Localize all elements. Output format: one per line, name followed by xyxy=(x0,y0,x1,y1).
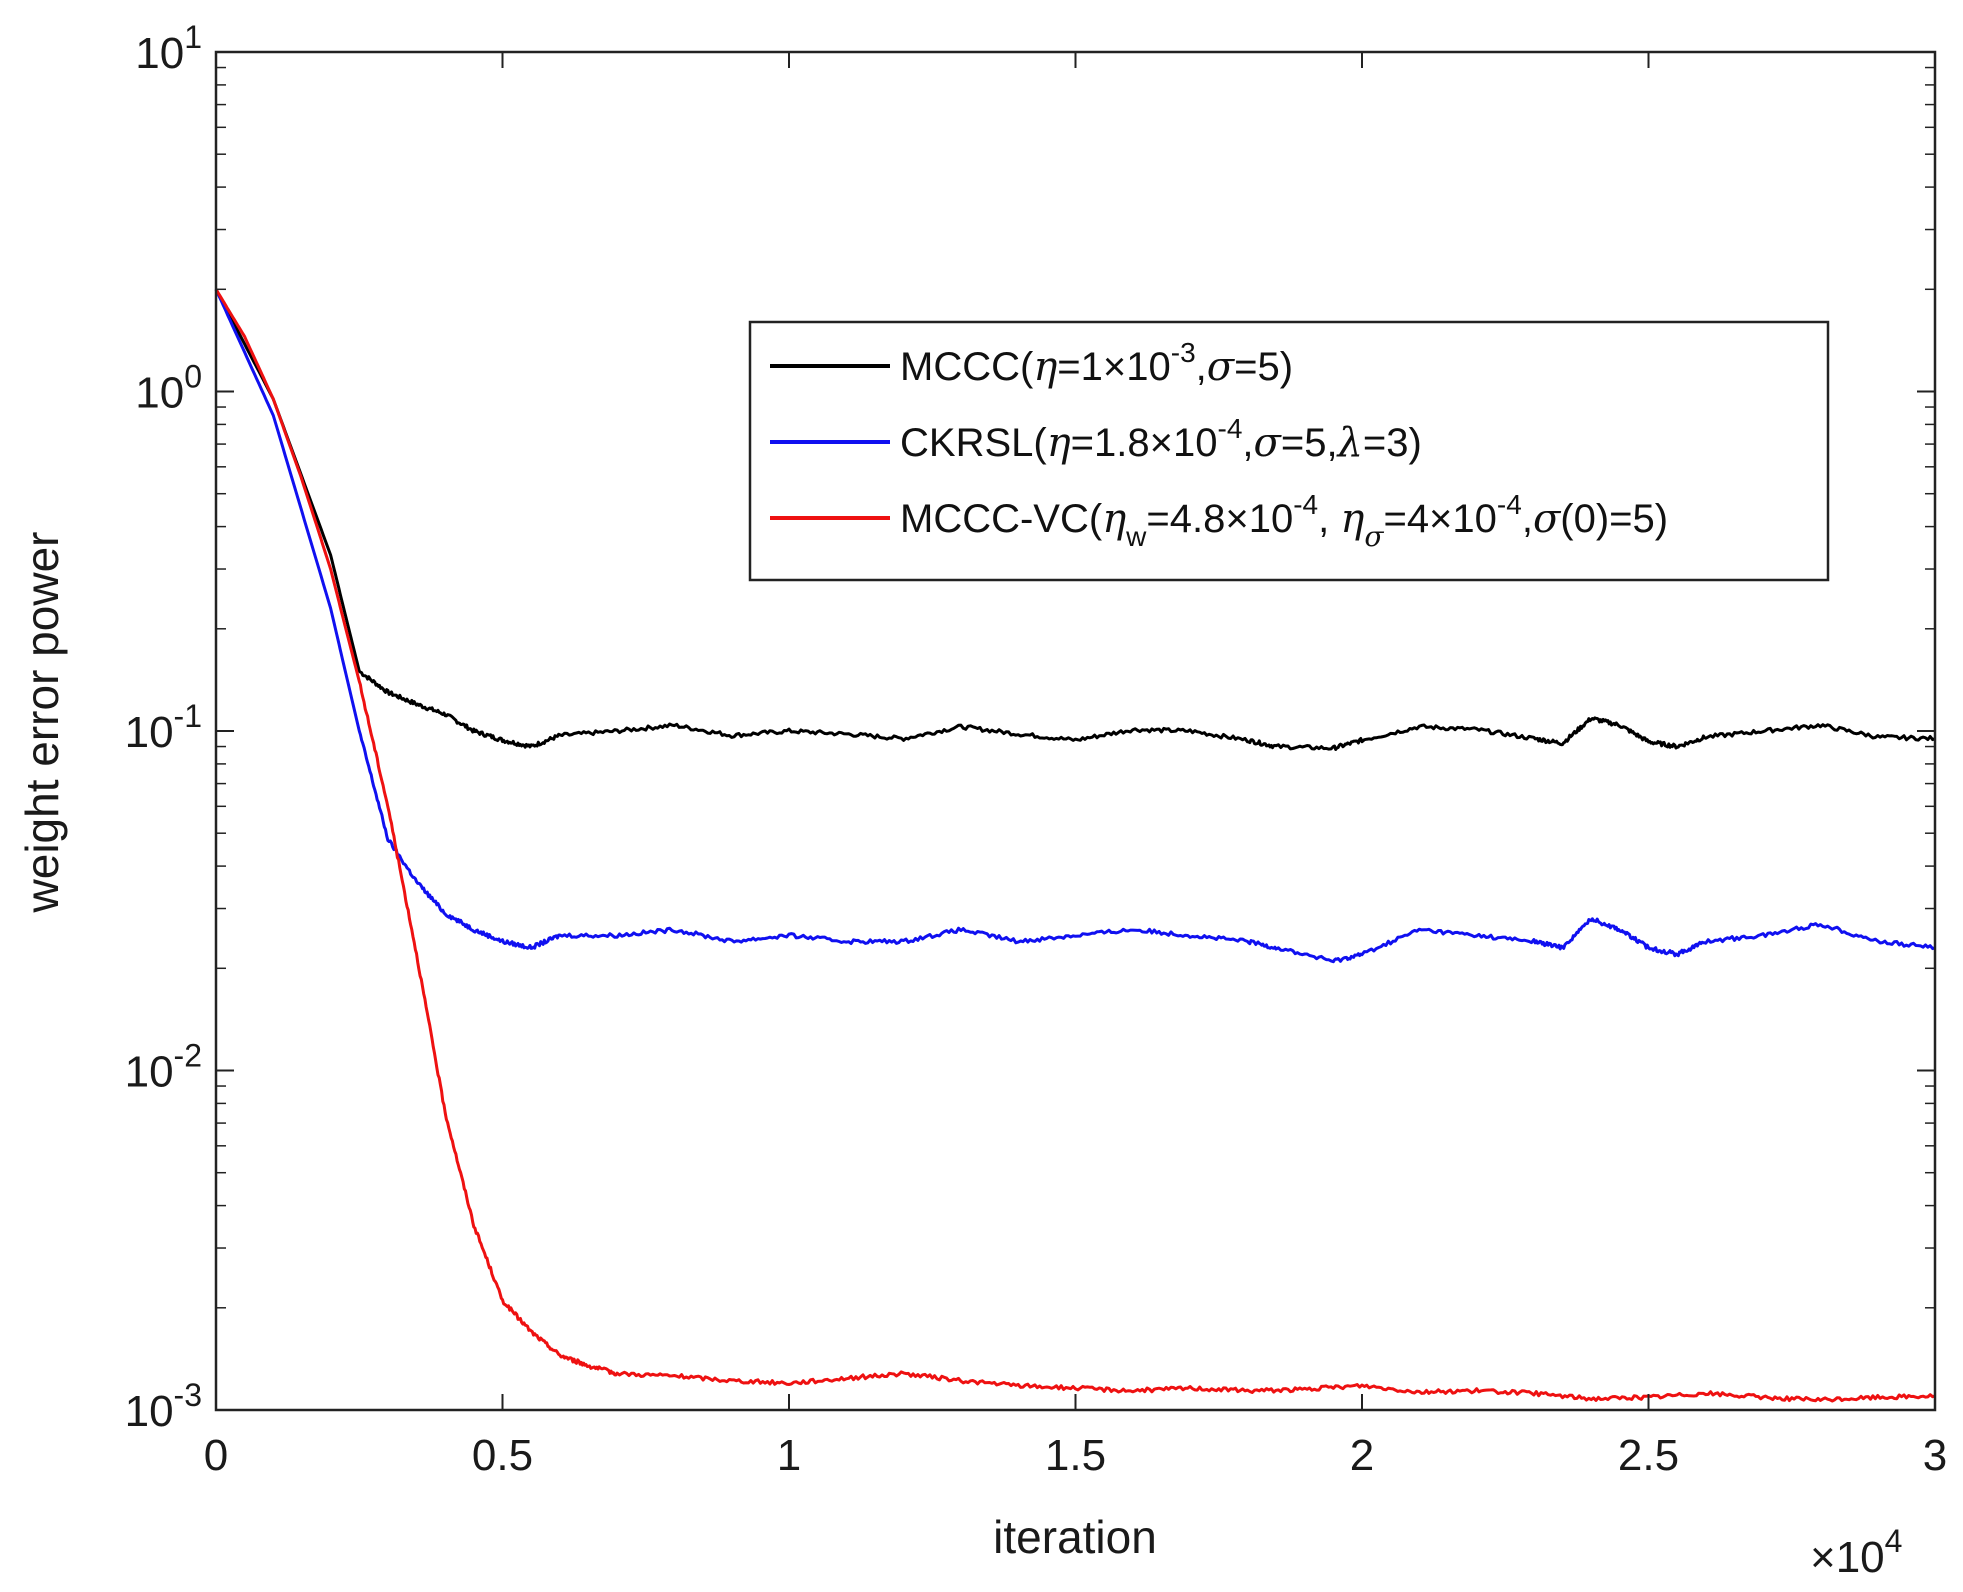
series-layer xyxy=(214,288,1936,1403)
legend-label-part: η xyxy=(1340,496,1364,542)
y-axis-title: weight error power xyxy=(16,532,68,914)
series-line-3 xyxy=(214,288,1936,1403)
x-axis-title: iteration xyxy=(993,1511,1157,1563)
x-axis-multiplier-exponent: 4 xyxy=(1885,1523,1903,1559)
y-tick-label: 100 xyxy=(135,359,202,418)
legend-label-part: CKRSL( xyxy=(900,421,1047,465)
x-tick-label: 2.5 xyxy=(1618,1431,1679,1480)
y-tick-label: 10-1 xyxy=(125,698,202,757)
y-tick-label-base: 10 xyxy=(125,708,174,757)
legend-label-part: σ xyxy=(1207,344,1236,390)
series-line-2 xyxy=(214,288,1936,964)
legend-label-part: =4×10 xyxy=(1383,497,1496,541)
y-tick-label-exponent: -1 xyxy=(174,698,202,734)
y-tick-label-base: 10 xyxy=(125,1387,174,1436)
y-tick-label-exponent: -2 xyxy=(174,1038,202,1074)
legend-label-3: MCCC-VC(ηw​=4.8×10-4​, ησ​=4×10-4​,σ(0)=… xyxy=(900,489,1668,553)
y-tick-label-exponent: -3 xyxy=(174,1377,202,1413)
legend-label-part: MCCC-VC( xyxy=(900,497,1103,541)
x-tick-label: 0 xyxy=(204,1431,228,1480)
legend-label-part: η xyxy=(1047,420,1071,466)
x-tick-label: 1.5 xyxy=(1045,1431,1106,1480)
legend-label-part: σ xyxy=(1254,420,1283,466)
legend-label-part: , xyxy=(1318,497,1340,541)
legend-label-part: =4.8×10 xyxy=(1146,497,1293,541)
x-axis-multiplier-base: ×10 xyxy=(1810,1533,1885,1582)
y-tick-label: 101 xyxy=(135,19,202,78)
y-tick-label-exponent: 1 xyxy=(184,19,202,55)
legend-label-part: =1.8×10 xyxy=(1071,421,1218,465)
x-tick-label: 3 xyxy=(1923,1431,1947,1480)
legend-label-part: , xyxy=(1196,345,1207,389)
x-tick-label: 0.5 xyxy=(472,1431,533,1480)
legend-label-part: w xyxy=(1125,521,1147,552)
legend-label-part: =3) xyxy=(1363,421,1422,465)
legend-label-part: MCCC( xyxy=(900,345,1034,389)
series-line-1 xyxy=(214,288,1936,751)
legend-label-part: =1×10 xyxy=(1057,345,1170,389)
legend-label-part: σ xyxy=(1533,496,1562,542)
legend-box xyxy=(748,320,1830,582)
legend-label-part: η xyxy=(1033,344,1057,390)
y-tick-label-exponent: 0 xyxy=(184,359,202,395)
legend-label-part: -4 xyxy=(1497,489,1522,520)
legend: MCCC(η=1×10-3​,σ=5)CKRSL(η=1.8×10-4​,σ=5… xyxy=(748,320,1830,582)
x-tick-label: 2 xyxy=(1350,1431,1374,1480)
legend-label-part: σ xyxy=(1364,520,1384,553)
y-tick-label-base: 10 xyxy=(135,369,184,418)
x-axis-multiplier: ×104 xyxy=(1810,1523,1902,1582)
x-tick-label: 1 xyxy=(777,1431,801,1480)
legend-label-part: -4 xyxy=(1218,413,1243,444)
legend-label-part: , xyxy=(1242,421,1253,465)
legend-label-part: -3 xyxy=(1171,337,1196,368)
y-tick-label: 10-3 xyxy=(125,1377,202,1436)
legend-label-part: η xyxy=(1102,496,1126,542)
legend-label-1: MCCC(η=1×10-3​,σ=5) xyxy=(900,337,1293,390)
legend-label-part: , xyxy=(1522,497,1533,541)
legend-label-2: CKRSL(η=1.8×10-4​,σ=5,λ=3) xyxy=(900,413,1422,466)
legend-label-part: =5, xyxy=(1281,421,1338,465)
y-tick-label-base: 10 xyxy=(135,29,184,78)
y-tick-label: 10-2 xyxy=(125,1038,202,1097)
legend-label-part: -4 xyxy=(1293,489,1318,520)
y-tick-label-base: 10 xyxy=(125,1048,174,1097)
legend-label-part: =5) xyxy=(1234,345,1293,389)
legend-label-part: (0)=5) xyxy=(1560,497,1668,541)
legend-label-part: λ xyxy=(1336,420,1363,466)
